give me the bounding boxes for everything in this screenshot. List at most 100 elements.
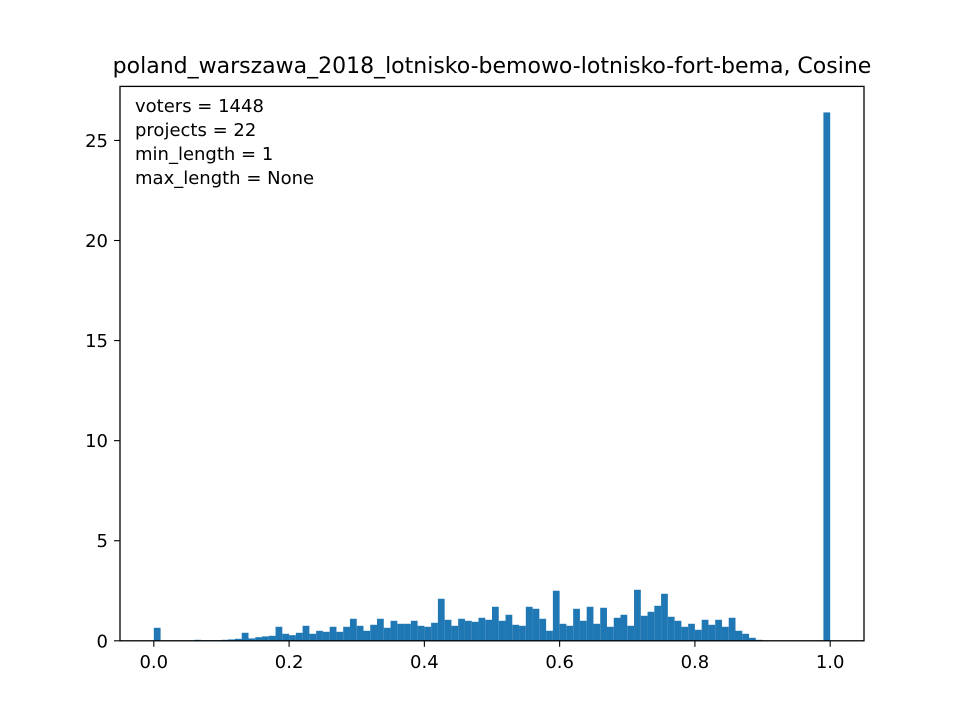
histogram-bar — [356, 625, 364, 641]
histogram-bar — [343, 626, 350, 641]
histogram-bar — [823, 112, 831, 641]
histogram-bar — [654, 605, 662, 641]
histogram-bar — [573, 608, 580, 641]
histogram-bar — [262, 636, 269, 641]
histogram-bar — [512, 624, 520, 641]
histogram-bar — [322, 631, 330, 641]
histogram-bar — [302, 625, 310, 641]
stats-annotation: voters = 1448 projects = 22 min_length = 1… — [135, 96, 314, 189]
histogram-bar — [552, 590, 560, 641]
histogram-bar — [539, 618, 547, 641]
histogram-bar — [309, 633, 317, 641]
y-tick-label: 5 — [97, 531, 108, 552]
histogram-bar — [417, 625, 425, 641]
histogram-bar — [471, 621, 479, 641]
histogram-bar — [627, 625, 635, 641]
y-tick-label: 20 — [85, 231, 108, 252]
histogram-bar — [640, 615, 648, 641]
histogram-bar — [329, 626, 337, 641]
histogram-bar — [749, 637, 756, 641]
histogram-bar — [275, 626, 283, 641]
histogram-bar — [647, 611, 655, 641]
histogram-bar — [525, 606, 533, 641]
histogram-bar — [268, 635, 276, 641]
histogram-bar — [593, 623, 601, 641]
histogram-bar — [248, 638, 256, 641]
stats-line: min_length = 1 — [135, 144, 273, 165]
histogram-bars — [153, 112, 831, 641]
y-tick-label: 10 — [85, 431, 108, 452]
histogram-bar — [606, 626, 614, 641]
histogram-bar — [464, 620, 472, 641]
histogram-bar — [559, 623, 567, 641]
histogram-bar — [661, 593, 668, 641]
histogram-bar — [316, 630, 323, 641]
histogram-bar — [708, 624, 716, 641]
histogram-bar — [383, 627, 391, 641]
histogram-bar — [437, 598, 445, 641]
stats-line: projects = 22 — [135, 120, 256, 141]
histogram-bar — [667, 616, 675, 641]
histogram-bar — [349, 618, 357, 641]
histogram-bar — [715, 619, 722, 641]
chart-title: poland_warszawa_2018_lotnisko-bemowo-lot… — [113, 54, 872, 79]
histogram-bar — [336, 631, 344, 641]
histogram-bar — [485, 619, 492, 641]
histogram-bar — [600, 607, 607, 641]
histogram-bar — [613, 617, 621, 641]
histogram-bar — [153, 627, 161, 641]
histogram-bar — [586, 606, 594, 641]
histogram-bar — [390, 620, 398, 641]
histogram-bar — [742, 633, 750, 641]
histogram-bar — [424, 626, 432, 641]
x-tick-label: 0.6 — [545, 652, 574, 673]
histogram-bar — [634, 589, 641, 641]
histogram-bar — [492, 606, 499, 641]
histogram-bar — [701, 619, 709, 641]
histogram-bar — [688, 623, 695, 641]
histogram-bar — [234, 638, 242, 641]
histogram-bar — [505, 614, 513, 641]
histogram-bar — [241, 632, 249, 641]
histogram-bar — [451, 625, 459, 641]
histogram-bar — [694, 629, 702, 641]
histogram-bar — [255, 637, 263, 641]
y-axis-ticks: 0 5 10 15 20 25 — [85, 131, 120, 652]
histogram-bar — [579, 620, 587, 641]
x-tick-label: 0.8 — [681, 652, 710, 673]
histogram-bar — [728, 617, 736, 641]
histogram-bar — [377, 618, 384, 641]
histogram-bar — [363, 630, 371, 641]
histogram-bar — [735, 630, 743, 641]
histogram-bar — [532, 608, 540, 641]
histogram-bar — [410, 620, 418, 641]
histogram-bar — [674, 620, 682, 641]
y-tick-label: 15 — [85, 331, 108, 352]
x-axis-ticks: 0.0 0.2 0.4 0.6 0.8 1.0 — [139, 640, 845, 673]
histogram-bar — [546, 630, 553, 641]
histogram-bar — [444, 619, 452, 641]
histogram-bar — [681, 626, 689, 641]
histogram-bar — [721, 626, 729, 641]
histogram-bar — [289, 635, 296, 641]
x-tick-label: 0.2 — [275, 652, 304, 673]
histogram-bar — [458, 618, 465, 641]
histogram-bar — [397, 623, 405, 641]
histogram-bar — [519, 625, 526, 641]
x-tick-label: 0.0 — [139, 652, 168, 673]
x-tick-label: 1.0 — [816, 652, 845, 673]
histogram-bar — [620, 614, 628, 641]
histogram-bar — [431, 622, 438, 641]
x-tick-label: 0.4 — [410, 652, 439, 673]
histogram-bar — [404, 623, 411, 641]
histogram-bar — [370, 624, 378, 641]
histogram-bar — [498, 620, 506, 641]
histogram-bar — [566, 625, 574, 641]
y-tick-label: 25 — [85, 131, 108, 152]
stats-line: voters = 1448 — [135, 96, 264, 117]
stats-line: max_length = None — [135, 168, 314, 189]
plot-frame — [119, 85, 865, 642]
histogram-bar — [295, 632, 303, 641]
